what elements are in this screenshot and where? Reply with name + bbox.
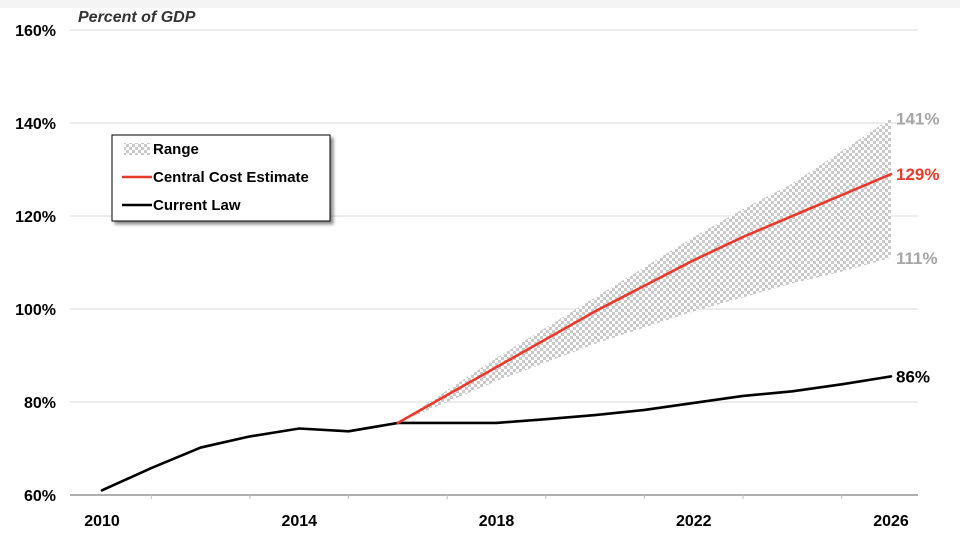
end-value-label: 141% xyxy=(896,109,939,128)
x-tick-label: 2022 xyxy=(676,513,712,530)
x-tick-label: 2014 xyxy=(281,513,317,530)
end-value-label: 111% xyxy=(896,249,938,268)
legend: Range Central Cost Estimate Current Law xyxy=(111,134,331,222)
range-band-layer xyxy=(397,118,891,423)
y-tick-label: 160% xyxy=(15,23,56,40)
y-axis-unit-label: Percent of GDP xyxy=(78,9,196,26)
y-axis-tick-labels: 60% 80% 100% 120% 140% 160% xyxy=(15,23,56,505)
y-tick-label: 140% xyxy=(15,116,56,133)
series-layer xyxy=(100,172,893,492)
y-tick-label: 120% xyxy=(15,209,56,226)
y-tick-label: 80% xyxy=(24,395,56,412)
y-tick-label: 60% xyxy=(24,488,56,505)
legend-label-range: Range xyxy=(153,141,199,158)
current-law-line xyxy=(100,375,893,492)
x-tick-label: 2010 xyxy=(84,513,120,530)
legend-label-current: Current Law xyxy=(153,197,241,214)
central-cost-estimate-line xyxy=(396,172,893,425)
top-strip xyxy=(0,0,960,8)
y-tick-label: 100% xyxy=(15,302,56,319)
end-value-label: 86% xyxy=(896,367,930,386)
end-labels: 141% 129% 111% 86% xyxy=(896,109,939,386)
legend-range-swatch xyxy=(124,143,150,155)
x-tick-label: 2018 xyxy=(479,513,515,530)
legend-label-central: Central Cost Estimate xyxy=(153,169,309,186)
x-tick-label: 2026 xyxy=(873,513,909,530)
x-axis-tick-labels: 2010 2014 2018 2022 2026 xyxy=(84,513,909,530)
range-band xyxy=(397,118,891,423)
end-value-label: 129% xyxy=(896,165,939,184)
